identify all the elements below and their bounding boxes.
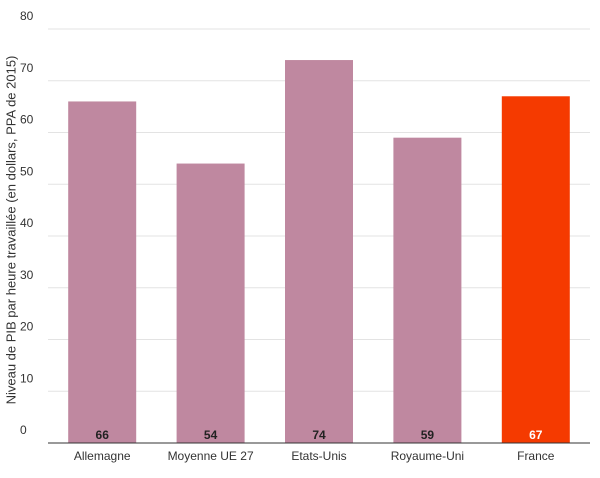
y-tick-label: 70	[20, 61, 34, 75]
y-axis-label: Niveau de PIB par heure travaillée (en d…	[3, 56, 18, 405]
value-label: 67	[529, 428, 543, 442]
value-label: 74	[312, 428, 326, 442]
x-tick-label: Moyenne UE 27	[168, 449, 254, 463]
x-tick-label: Etats-Unis	[291, 449, 346, 463]
bar	[285, 60, 353, 444]
value-label: 59	[421, 428, 435, 442]
x-tick-label: France	[517, 449, 555, 463]
y-tick-label: 30	[20, 268, 34, 282]
x-tick-label: Royaume-Uni	[391, 449, 464, 463]
value-label: 54	[204, 428, 218, 442]
bar	[501, 96, 570, 444]
y-tick-label: 80	[20, 9, 34, 23]
y-tick-label: 0	[20, 423, 27, 437]
x-tick-label: Allemagne	[74, 449, 131, 463]
y-tick-label: 40	[20, 216, 34, 230]
y-tick-label: 60	[20, 113, 34, 127]
y-tick-label: 50	[20, 164, 34, 178]
y-tick-label: 20	[20, 320, 34, 334]
bar	[176, 163, 245, 444]
bar	[393, 137, 462, 444]
bar	[68, 101, 137, 443]
value-label: 66	[96, 428, 110, 442]
y-tick-label: 10	[20, 371, 34, 385]
